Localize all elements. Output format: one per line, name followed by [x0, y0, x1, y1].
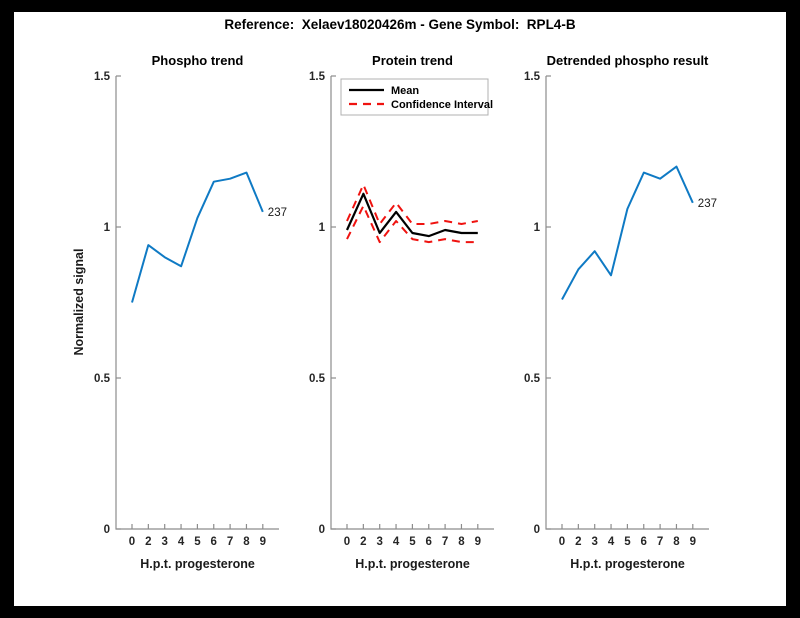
x-tick-label: 6 — [641, 536, 647, 548]
x-tick-label: 4 — [608, 536, 615, 548]
x-tick-label: 8 — [458, 536, 465, 548]
legend-label: Mean — [391, 85, 419, 97]
x-tick-label: 2 — [145, 536, 151, 548]
x-axis-label-1: H.p.t. progesterone — [140, 557, 255, 571]
x-tick-label: 9 — [475, 536, 481, 548]
x-tick-label: 3 — [591, 536, 597, 548]
axis-lines — [115, 76, 279, 530]
subplot-title-protein-trend: Protein trend — [372, 53, 453, 68]
x-tick-label: 5 — [194, 536, 201, 548]
x-tick-label: 0 — [559, 536, 565, 548]
subplot-title-phospho-trend: Phospho trend — [152, 53, 244, 68]
x-tick-label: 2 — [360, 536, 366, 548]
y-tick-label: 0.5 — [309, 373, 326, 385]
x-tick-label: 2 — [575, 536, 581, 548]
y-tick-label: 1 — [534, 222, 541, 234]
x-tick-label: 5 — [624, 536, 631, 548]
legend-label: Confidence Interval — [391, 99, 493, 111]
x-tick-label: 8 — [673, 536, 680, 548]
x-tick-label: 8 — [243, 536, 250, 548]
x-tick-label: 0 — [344, 536, 350, 548]
y-tick-label: 1 — [319, 222, 326, 234]
y-tick-label: 1.5 — [309, 71, 326, 83]
series-line-phospho-signal — [131, 171, 264, 303]
y-tick-label: 0 — [319, 524, 325, 536]
chart-svg: Reference: Xelaev18020426m - Gene Symbol… — [72, 17, 717, 571]
y-tick-label: 0.5 — [94, 373, 111, 385]
legend: Mean Confidence Interval — [340, 78, 493, 116]
axis-lines — [330, 76, 494, 530]
axis-lines — [545, 76, 709, 530]
y-tick-label: 0 — [534, 524, 540, 536]
x-tick-label: 4 — [178, 536, 185, 548]
series-line-detrended-phospho-signal — [561, 165, 694, 300]
y-axis-label: Normalized signal — [72, 249, 86, 356]
x-tick-label: 6 — [211, 536, 217, 548]
x-tick-label: 4 — [393, 536, 400, 548]
y-tick-label: 1.5 — [94, 71, 111, 83]
x-tick-label: 5 — [409, 536, 416, 548]
y-tick-label: 1.5 — [524, 71, 541, 83]
x-tick-label: 7 — [227, 536, 233, 548]
x-tick-label: 9 — [690, 536, 696, 548]
x-tick-label: 6 — [426, 536, 432, 548]
x-tick-label: 3 — [161, 536, 167, 548]
x-tick-label: 3 — [376, 536, 382, 548]
y-tick-label: 0 — [104, 524, 110, 536]
x-tick-label: 7 — [657, 536, 663, 548]
figure-canvas: Reference: Xelaev18020426m - Gene Symbol… — [14, 12, 786, 606]
series-line-confidence-interval-lower — [346, 204, 478, 244]
x-tick-label: 0 — [129, 536, 135, 548]
x-axis-label-2: H.p.t. progesterone — [355, 557, 470, 571]
endpoint-annotation: 237 — [698, 198, 717, 210]
x-tick-label: 9 — [260, 536, 266, 548]
x-tick-label: 7 — [442, 536, 448, 548]
series-line-mean — [345, 192, 478, 238]
x-axis-label-3: H.p.t. progesterone — [570, 557, 685, 571]
figure-title: Reference: Xelaev18020426m - Gene Symbol… — [224, 17, 575, 32]
legend-box — [340, 78, 489, 116]
endpoint-annotation: 237 — [268, 207, 287, 219]
y-tick-label: 1 — [104, 222, 111, 234]
y-tick-label: 0.5 — [524, 373, 541, 385]
subplot-title-detrended-phospho: Detrended phospho result — [547, 53, 709, 68]
